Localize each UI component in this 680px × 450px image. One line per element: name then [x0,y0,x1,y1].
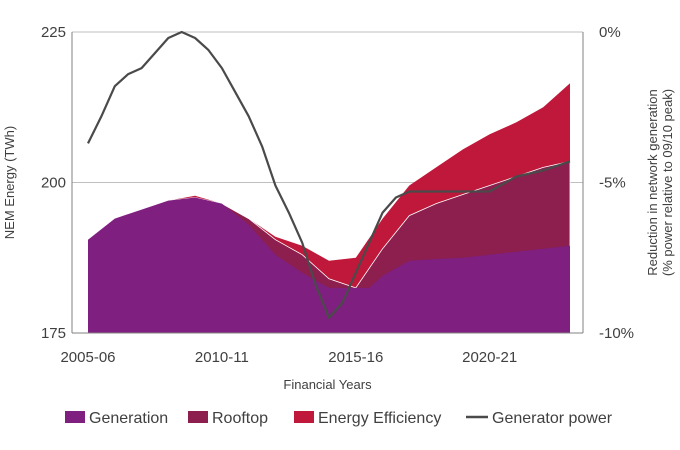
y2-tick-label-0: -10% [599,325,634,342]
line-series [87,30,571,319]
legend-label-generation: Generation [89,410,168,427]
y2-axis-title-line2: (% power relative to 09/10 peak) [660,89,675,276]
x-tick-label-1: 2010-11 [195,349,249,366]
x-tick-label-3: 2020-21 [462,349,517,366]
x-tick-label-2: 2015-16 [328,349,383,366]
legend: Generation Rooftop Energy Efficiency Genera… [65,410,613,427]
y2-tick-label-2: 0% [599,24,621,41]
line-generator-power [87,30,571,319]
tick-labels: 175 200 225 -10% -5% 0% 2005-06 2010-11 2015-16 2… [41,24,634,366]
x-axis-title: Financial Years [283,377,372,392]
y-tick-label-0: 175 [41,325,66,342]
legend-label-energy-efficiency: Energy Efficiency [318,410,441,427]
area-series [87,83,571,334]
legend-swatch-rooftop [188,411,208,423]
legend-swatch-generation [65,411,85,423]
y-tick-label-1: 200 [41,175,66,192]
y2-axis-title-line1: Reduction in network generation [645,89,660,275]
axes [71,32,584,334]
y-tick-label-2: 225 [41,24,66,41]
axis-titles: Financial Years NEM Energy (TWh) Reduction… [2,89,675,392]
legend-label-generator-power: Generator power [492,410,613,427]
y2-tick-label-1: -5% [599,175,626,192]
y-axis-title: NEM Energy (TWh) [2,126,17,239]
x-tick-label-0: 2005-06 [60,349,115,366]
legend-swatch-energy-efficiency [294,411,314,423]
area-generation [88,197,570,333]
legend-label-rooftop: Rooftop [212,410,268,427]
